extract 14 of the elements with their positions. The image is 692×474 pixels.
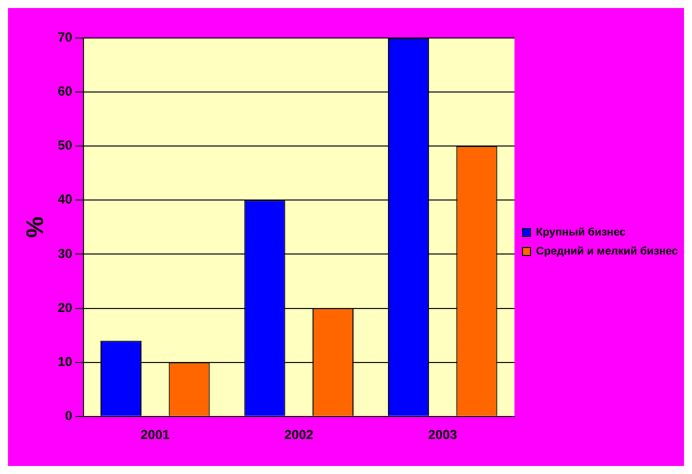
y-tick-label: 40	[58, 192, 72, 207]
x-tick-label: 2003	[428, 426, 458, 442]
y-tick-label: 10	[58, 354, 72, 369]
legend-label: Средний и мелкий бизнес	[536, 246, 678, 258]
x-tick-label: 2002	[284, 426, 314, 442]
y-tick-label: 0	[65, 408, 72, 423]
x-tick-label: 2001	[140, 426, 170, 442]
y-tick-label: 60	[58, 84, 72, 99]
legend-label: Крупный бизнес	[536, 226, 626, 239]
y-axis-title: %	[22, 216, 50, 238]
y-tick-label: 50	[58, 138, 72, 153]
y-tick-label: 20	[58, 300, 72, 315]
y-tick-label: 30	[58, 246, 72, 261]
y-tick-label: 70	[58, 30, 72, 45]
